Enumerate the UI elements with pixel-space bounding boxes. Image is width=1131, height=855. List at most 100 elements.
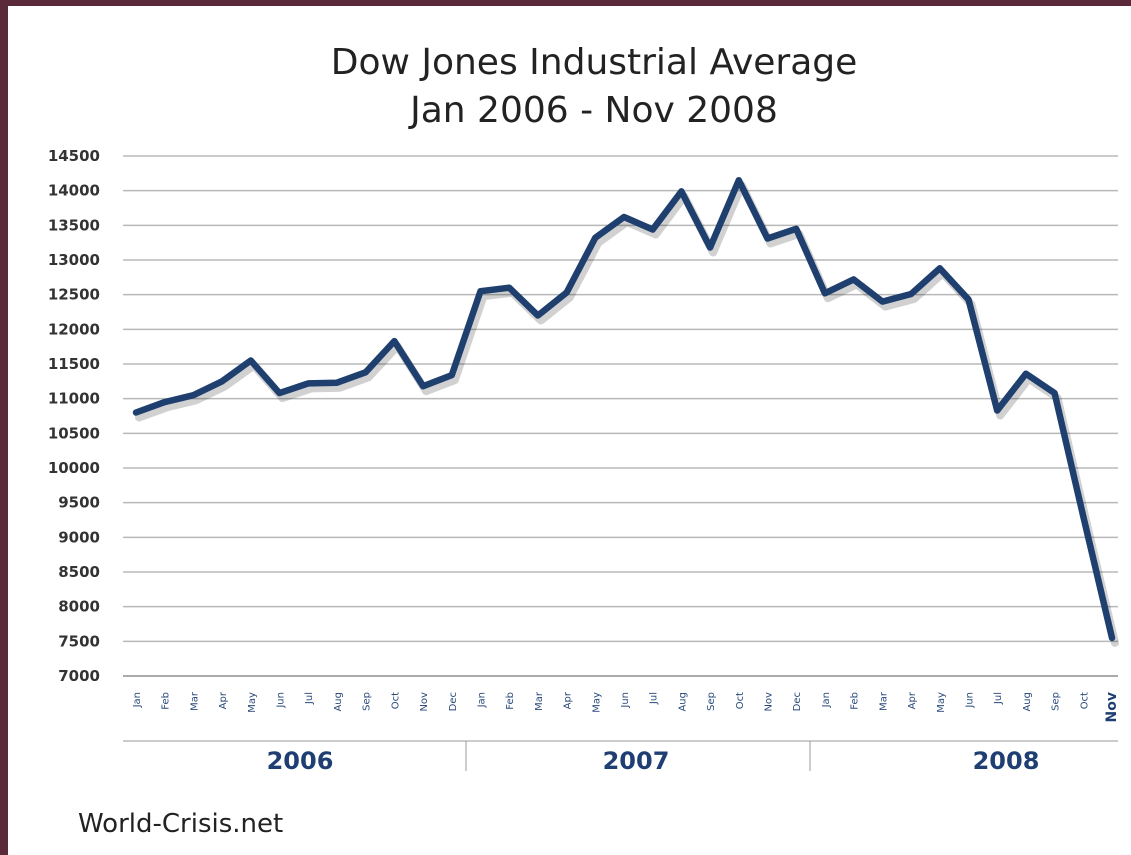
x-tick-label: Jul	[304, 692, 315, 705]
x-tick-label: Apr	[563, 691, 574, 709]
x-tick-label: Jan	[476, 692, 487, 708]
data-point	[994, 407, 1000, 413]
data-point	[879, 299, 885, 305]
x-axis-ticks: Jan Feb Mar Apr May Jun Jul Aug Sep Oct Nov Dec Jan F…	[132, 691, 1120, 722]
data-point	[650, 226, 656, 232]
data-point	[535, 312, 541, 318]
chart-title: Dow Jones Industrial Average	[331, 42, 858, 83]
y-tick-label: 11000	[48, 390, 100, 408]
x-tick-label: Nov	[419, 692, 430, 712]
data-point	[592, 235, 598, 241]
y-tick-label: 8500	[58, 563, 100, 581]
y-tick-label: 12000	[48, 320, 100, 338]
y-tick-label: 7000	[58, 667, 100, 685]
x-tick-label: Mar	[878, 691, 889, 711]
gridlines	[123, 155, 1118, 677]
x-tick-label: Jun	[964, 692, 975, 709]
data-point	[908, 291, 914, 297]
x-tick-label: Jun	[276, 692, 287, 709]
series-line-shadow	[135, 181, 1119, 647]
data-point	[937, 265, 943, 271]
x-tick-label: Apr	[218, 691, 229, 709]
y-tick-label: 14000	[48, 182, 100, 200]
x-tick-label: Sep	[1051, 692, 1062, 711]
year-labels: 2006 2007 2008	[267, 747, 1040, 775]
x-tick-label: Jul	[993, 692, 1004, 705]
series-line	[132, 177, 1116, 642]
y-tick-label: 11500	[48, 355, 100, 373]
x-tick-label: Aug	[333, 692, 344, 712]
x-tick-label: May	[247, 692, 258, 713]
x-axis	[123, 675, 1118, 771]
y-tick-label: 10500	[48, 424, 100, 442]
y-axis-ticks: 14500 14000 13500 13000 12500 12000 11500 11000…	[48, 147, 100, 685]
x-tick-label: Feb	[161, 692, 172, 710]
x-tick-label: Nov	[1104, 692, 1120, 722]
x-tick-label: May	[591, 692, 602, 713]
x-tick-label: Mar	[534, 691, 545, 711]
data-point	[793, 226, 799, 232]
x-tick-label: Aug	[1022, 692, 1033, 712]
data-point	[334, 380, 340, 386]
data-point	[162, 399, 168, 405]
x-tick-label: Jun	[620, 692, 631, 709]
x-tick-label: Feb	[850, 692, 861, 710]
y-tick-label: 13500	[48, 216, 100, 234]
data-point	[391, 338, 397, 344]
data-point	[765, 236, 771, 242]
y-tick-label: 14500	[48, 147, 100, 165]
data-point	[277, 390, 283, 396]
data-point	[420, 383, 426, 389]
year-label: 2008	[973, 747, 1040, 775]
data-point	[363, 369, 369, 375]
x-tick-label: Jan	[132, 692, 143, 708]
data-point	[449, 372, 455, 378]
x-tick-label: Sep	[706, 692, 717, 711]
data-point	[678, 188, 684, 194]
x-tick-label: Oct	[735, 692, 746, 709]
source-label: World-Crisis.net	[78, 809, 283, 839]
y-tick-label: 12500	[48, 286, 100, 304]
x-tick-label: Aug	[677, 692, 688, 712]
x-tick-label: Oct	[390, 692, 401, 709]
x-tick-label: Sep	[362, 692, 373, 711]
year-label: 2006	[267, 747, 334, 775]
data-point	[1052, 390, 1058, 396]
data-point	[1109, 635, 1115, 641]
year-label: 2007	[603, 747, 670, 775]
data-point	[965, 297, 971, 303]
y-tick-label: 9000	[58, 528, 100, 546]
data-point	[133, 410, 139, 416]
data-point	[851, 276, 857, 282]
chart: Dow Jones Industrial Average Jan 2006 - …	[48, 42, 1120, 839]
data-point	[219, 378, 225, 384]
y-tick-label: 8000	[58, 598, 100, 616]
x-tick-label: Dec	[448, 692, 459, 711]
x-tick-label: Nov	[764, 692, 775, 712]
x-tick-label: Jul	[649, 692, 660, 705]
chart-subtitle: Jan 2006 - Nov 2008	[408, 90, 778, 131]
y-tick-label: 7500	[58, 632, 100, 650]
data-point	[1080, 514, 1086, 520]
data-point	[190, 392, 196, 398]
x-tick-label: Feb	[505, 692, 516, 710]
x-tick-label: Oct	[1079, 692, 1090, 709]
data-point	[506, 285, 512, 291]
y-tick-label: 10000	[48, 459, 100, 477]
data-point	[822, 290, 828, 296]
y-tick-label: 13000	[48, 251, 100, 269]
data-point	[1023, 371, 1029, 377]
data-point	[305, 380, 311, 386]
x-tick-label: Jan	[821, 692, 832, 708]
data-point	[707, 245, 713, 251]
chart-frame: Dow Jones Industrial Average Jan 2006 - …	[8, 6, 1131, 855]
data-point	[477, 288, 483, 294]
x-tick-label: Apr	[907, 691, 918, 709]
data-point	[564, 290, 570, 296]
y-tick-label: 9500	[58, 494, 100, 512]
x-tick-label: Mar	[189, 691, 200, 711]
x-tick-label: Dec	[792, 692, 803, 711]
data-point	[621, 214, 627, 220]
data-series	[132, 177, 1119, 647]
x-tick-label: May	[936, 692, 947, 713]
